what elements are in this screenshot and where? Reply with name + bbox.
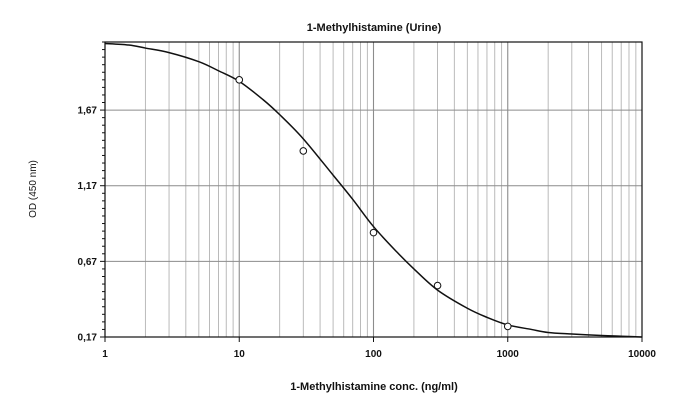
- x-axis-ticks: 1 10 100 1000 10000: [102, 337, 656, 360]
- x-tick-label: 1: [102, 349, 108, 360]
- x-tick-label: 100: [365, 349, 382, 360]
- x-tick-label: 10000: [628, 349, 656, 360]
- y-axis-label: OD (450 nm): [28, 160, 39, 218]
- data-point: [299, 147, 308, 155]
- y-tick-label: 0,67: [78, 257, 98, 268]
- data-point: [235, 76, 244, 84]
- x-tick-label: 10: [234, 349, 246, 360]
- y-tick-label: 0,17: [78, 333, 98, 344]
- chart-title: 1-Methylhistamine (Urine): [307, 22, 442, 34]
- y-tick-label: 1,17: [78, 181, 98, 192]
- data-point: [369, 228, 378, 237]
- grid: [104, 42, 642, 338]
- x-tick-label: 1000: [497, 349, 520, 360]
- fit-curve: [104, 42, 643, 338]
- data-points: [235, 76, 512, 331]
- data-point: [433, 281, 442, 290]
- y-axis-ticks: 0,17 0,67 1,17 1,67: [78, 41, 105, 344]
- y-tick-label: 1,67: [78, 106, 98, 117]
- data-point: [503, 322, 512, 331]
- x-axis-label: 1-Methylhistamine conc. (ng/ml): [290, 381, 458, 393]
